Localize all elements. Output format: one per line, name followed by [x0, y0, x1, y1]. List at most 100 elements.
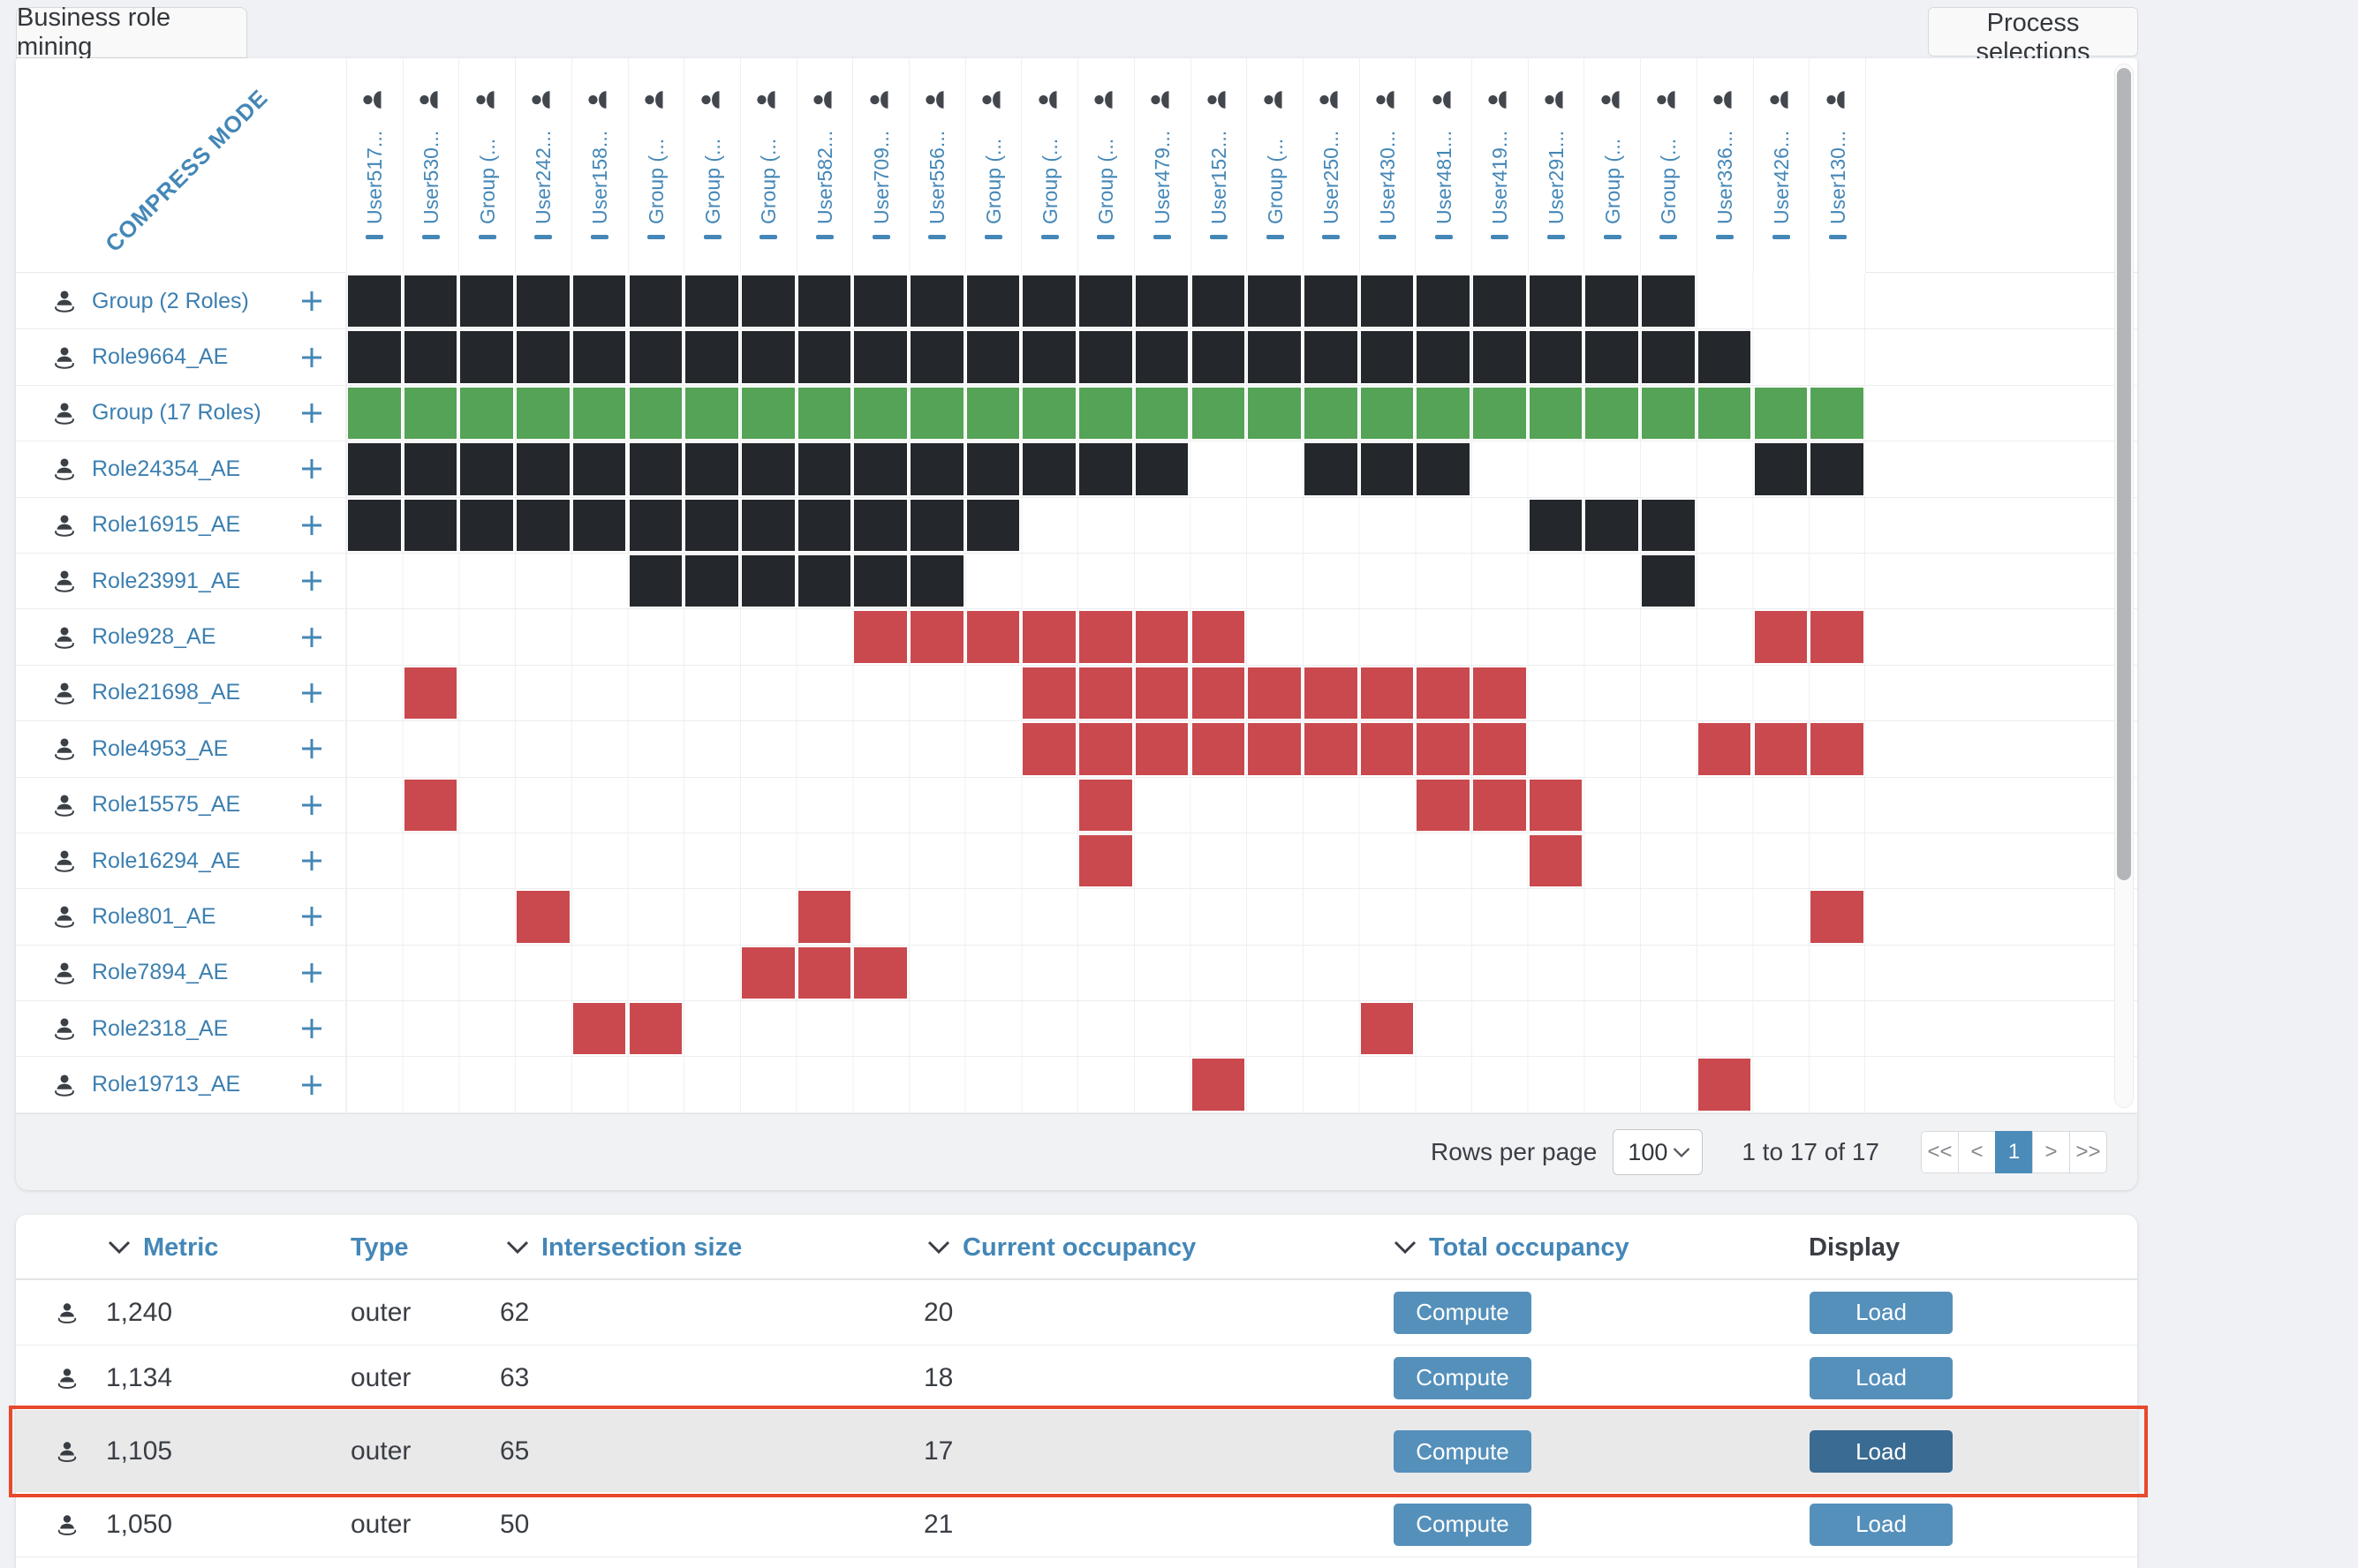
matrix-cell[interactable] — [1023, 443, 1077, 495]
matrix-cell[interactable] — [685, 499, 738, 551]
matrix-column-header[interactable]: Group (... — [1077, 58, 1134, 273]
matrix-row-label-link[interactable]: Role24354_AE — [92, 456, 241, 481]
matrix-cell[interactable] — [1697, 331, 1751, 383]
sort-chevron-down-icon[interactable] — [927, 1240, 950, 1255]
rows-per-page-select[interactable]: 100 — [1613, 1129, 1704, 1175]
expand-plus-icon[interactable] — [300, 402, 323, 425]
matrix-cell[interactable] — [1248, 275, 1301, 328]
matrix-cell[interactable] — [1304, 443, 1357, 495]
matrix-cell[interactable] — [1360, 443, 1414, 495]
matrix-cell[interactable] — [685, 443, 738, 495]
expand-plus-icon[interactable] — [300, 961, 323, 984]
matrix-cell[interactable] — [966, 499, 1020, 551]
matrix-column-header[interactable]: User426... — [1752, 58, 1810, 273]
sort-chevron-down-icon[interactable] — [1394, 1240, 1417, 1255]
matrix-cell[interactable] — [1754, 723, 1808, 775]
matrix-cell[interactable] — [797, 891, 851, 943]
matrix-cell[interactable] — [911, 499, 964, 551]
matrix-cell[interactable] — [797, 499, 851, 551]
matrix-column-header[interactable]: Group (... — [458, 58, 516, 273]
matrix-column-header[interactable]: User419... — [1471, 58, 1528, 273]
matrix-column-header[interactable]: Group (... — [627, 58, 684, 273]
matrix-cell[interactable] — [572, 275, 626, 328]
matrix-cell[interactable] — [1754, 611, 1808, 663]
table-header-metric[interactable]: Metric — [108, 1215, 218, 1280]
matrix-cell[interactable] — [629, 554, 683, 607]
matrix-row-label-link[interactable]: Role15575_AE — [92, 792, 241, 818]
matrix-cell[interactable] — [517, 499, 570, 551]
matrix-cell[interactable] — [911, 554, 964, 607]
matrix-cell[interactable] — [854, 331, 907, 383]
matrix-cell[interactable] — [460, 443, 514, 495]
matrix-cell[interactable] — [1360, 667, 1414, 720]
matrix-row-label-link[interactable]: Role2318_AE — [92, 1015, 229, 1041]
expand-plus-icon[interactable] — [300, 1017, 323, 1040]
matrix-cell[interactable] — [1079, 779, 1132, 831]
table-header-current-occupancy[interactable]: Current occupancy — [927, 1215, 1196, 1280]
matrix-cell[interactable] — [966, 443, 1020, 495]
matrix-column-header[interactable]: User130... — [1809, 58, 1865, 273]
matrix-cell[interactable] — [741, 946, 795, 999]
matrix-cell[interactable] — [572, 331, 626, 383]
matrix-column-header[interactable]: User336... — [1696, 58, 1753, 273]
matrix-cell[interactable] — [797, 275, 851, 328]
matrix-cell[interactable] — [1135, 331, 1189, 383]
matrix-cell[interactable] — [460, 275, 514, 328]
matrix-cell[interactable] — [1079, 331, 1132, 383]
matrix-cell[interactable] — [460, 331, 514, 383]
matrix-cell[interactable] — [1642, 554, 1695, 607]
matrix-row-label-link[interactable]: Role23991_AE — [92, 568, 241, 593]
matrix-column-header[interactable]: User250... — [1302, 58, 1359, 273]
matrix-cell[interactable] — [1360, 275, 1414, 328]
expand-plus-icon[interactable] — [300, 794, 323, 817]
matrix-cell[interactable] — [966, 611, 1020, 663]
matrix-cell[interactable] — [1529, 834, 1583, 887]
matrix-cell[interactable] — [797, 443, 851, 495]
matrix-cell[interactable] — [1529, 275, 1583, 328]
matrix-cell[interactable] — [966, 275, 1020, 328]
matrix-cell[interactable] — [348, 499, 401, 551]
matrix-cell[interactable] — [1191, 667, 1245, 720]
matrix-cell[interactable] — [404, 443, 457, 495]
matrix-cell[interactable] — [572, 443, 626, 495]
load-button[interactable]: Load — [1810, 1291, 1953, 1334]
matrix-cell[interactable] — [685, 331, 738, 383]
matrix-cell[interactable] — [1191, 723, 1245, 775]
matrix-cell[interactable] — [1417, 275, 1470, 328]
pager-button[interactable]: > — [2032, 1131, 2070, 1173]
matrix-cell[interactable] — [404, 275, 457, 328]
matrix-cell[interactable] — [1360, 331, 1414, 383]
matrix-cell[interactable] — [1642, 387, 1695, 440]
matrix-cell[interactable] — [348, 275, 401, 328]
matrix-cell[interactable] — [629, 275, 683, 328]
matrix-cell[interactable] — [348, 331, 401, 383]
matrix-cell[interactable] — [1248, 331, 1301, 383]
matrix-column-header[interactable]: Group (... — [964, 58, 1022, 273]
matrix-column-header[interactable]: User709... — [852, 58, 909, 273]
load-button[interactable]: Load — [1810, 1503, 1953, 1546]
matrix-column-header[interactable]: User158... — [571, 58, 628, 273]
matrix-column-header[interactable]: User530... — [402, 58, 459, 273]
matrix-cell[interactable] — [911, 443, 964, 495]
matrix-cell[interactable] — [404, 331, 457, 383]
matrix-cell[interactable] — [404, 387, 457, 440]
matrix-cell[interactable] — [404, 667, 457, 720]
matrix-cell[interactable] — [348, 443, 401, 495]
matrix-cell[interactable] — [1191, 331, 1245, 383]
matrix-cell[interactable] — [1585, 331, 1639, 383]
matrix-cell[interactable] — [572, 499, 626, 551]
matrix-cell[interactable] — [1529, 331, 1583, 383]
matrix-cell[interactable] — [1135, 443, 1189, 495]
matrix-row-label-link[interactable]: Role16294_AE — [92, 848, 241, 873]
matrix-cell[interactable] — [1191, 611, 1245, 663]
matrix-column-header[interactable]: Group (... — [1640, 58, 1697, 273]
matrix-cell[interactable] — [854, 387, 907, 440]
matrix-cell[interactable] — [854, 275, 907, 328]
process-selections-button[interactable]: Process selections — [1928, 7, 2138, 66]
matrix-cell[interactable] — [460, 387, 514, 440]
matrix-cell[interactable] — [1417, 779, 1470, 831]
matrix-column-header[interactable]: Group (... — [1246, 58, 1303, 273]
matrix-cell[interactable] — [1642, 499, 1695, 551]
matrix-cell[interactable] — [1585, 275, 1639, 328]
matrix-cell[interactable] — [348, 387, 401, 440]
